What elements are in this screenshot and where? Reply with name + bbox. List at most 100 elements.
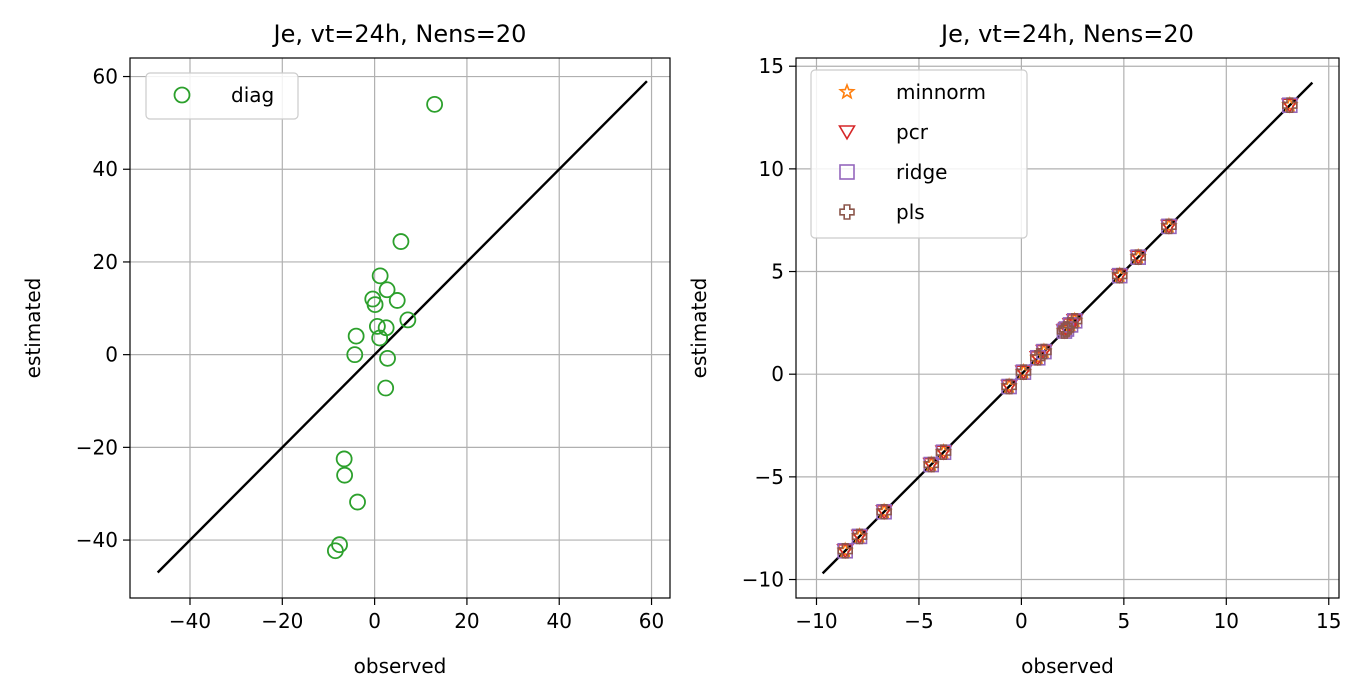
y-tick-label: −5 (755, 465, 784, 489)
x-tick-label: 60 (639, 609, 664, 633)
data-point-pcr (1065, 314, 1084, 330)
x-tick-label: 0 (368, 609, 381, 633)
legend-item-diag: diag (173, 83, 274, 107)
data-point-pls (1036, 343, 1052, 360)
data-point-pcr (1014, 365, 1033, 381)
data-point-pls (876, 503, 892, 520)
data-point-pls (935, 444, 952, 461)
data-point-diag (377, 379, 395, 397)
y-axis: −10 −5 0 5 10 15 (742, 54, 796, 592)
y-tick-label: −40 (76, 528, 118, 552)
legend: diag (145, 72, 299, 120)
legend-box (810, 69, 1028, 239)
legend-marker-minnorm (838, 82, 856, 100)
data-point-pls (1161, 218, 1177, 235)
y-tick-label: 10 (759, 157, 784, 181)
data-point-pls (851, 528, 868, 545)
y-axis-label: estimated (21, 278, 45, 379)
x-axis-label: observed (354, 654, 447, 678)
data-point-pls (1058, 321, 1075, 337)
x-tick-label: −10 (795, 609, 837, 633)
legend: minnorm pcr ridge pls (810, 69, 1028, 239)
data-point-pcr (1057, 322, 1076, 338)
data-point-pls (1062, 317, 1079, 333)
legend-label: minnorm (896, 80, 986, 104)
x-tick-label: 20 (454, 609, 479, 633)
data-point-diag (335, 450, 353, 468)
legend-box (145, 72, 299, 120)
chart-title: Je, vt=24h, Nens=20 (939, 20, 1194, 48)
grid (796, 58, 1339, 598)
data-point-pcr (1000, 379, 1019, 395)
data-point-pcr (922, 457, 941, 473)
data-point-pcr (1129, 250, 1148, 266)
data-point-pcr (934, 445, 953, 461)
data-point-pls (1015, 364, 1032, 380)
y-tick-label: 15 (759, 54, 784, 78)
chart-left: Je, vt=24h, Nens=20 −40 −20 0 20 40 60 −40 −20… (21, 20, 671, 678)
y-axis: −40 −20 0 20 40 60 (76, 65, 130, 552)
data-point-diag (378, 281, 396, 299)
data-point-diag (368, 317, 386, 335)
data-point-pcr (1280, 98, 1299, 114)
data-point-pls (1282, 97, 1298, 114)
y-tick-label: −10 (742, 568, 784, 592)
data-point-pcr (1110, 268, 1129, 284)
legend-item-ridge: ridge (839, 160, 947, 184)
data-point-diag (349, 493, 366, 511)
data-point-diag (371, 267, 389, 285)
data-point-pcr (875, 504, 894, 521)
x-tick-label: 10 (1214, 609, 1239, 633)
y-tick-label: 0 (105, 343, 118, 367)
y-tick-label: 20 (93, 250, 118, 274)
data-point-diag (346, 346, 364, 364)
reference-line (156, 80, 648, 574)
legend-label: pls (896, 200, 925, 224)
data-point-diag (388, 292, 406, 309)
data-point-diag (366, 296, 384, 313)
y-tick-label: −20 (76, 435, 118, 459)
chart-right: Je, vt=24h, Nens=20 −10 −5 0 5 10 15 −10 −5 0 5 1… (687, 20, 1341, 678)
legend-label: ridge (896, 160, 947, 184)
data-point-diag (379, 349, 396, 367)
plot-frame (129, 57, 671, 599)
y-tick-label: 5 (771, 260, 784, 284)
x-axis: −40 −20 0 20 40 60 (169, 598, 664, 633)
data-point-pls (1001, 378, 1017, 395)
legend-marker-pcr (838, 125, 856, 141)
plot-frame (795, 57, 1340, 599)
data-point-diag (399, 311, 417, 329)
x-tick-label: −20 (261, 609, 303, 633)
data-point-pls (923, 456, 940, 473)
y-tick-label: 60 (93, 65, 118, 89)
x-tick-label: −40 (169, 609, 211, 633)
x-tick-label: 5 (1117, 609, 1130, 633)
x-tick-label: −5 (904, 609, 933, 633)
legend-marker-pls (839, 204, 855, 220)
legend-item-pcr: pcr (838, 120, 929, 144)
legend-item-minnorm: minnorm (838, 80, 986, 104)
y-axis-label: estimated (687, 278, 711, 379)
legend-item-pls: pls (839, 200, 925, 224)
y-tick-label: 40 (93, 157, 118, 181)
legend-marker-diag (173, 86, 191, 104)
data-point-diag (326, 542, 344, 560)
data-point-pcr (836, 543, 855, 560)
x-tick-label: 0 (1015, 609, 1028, 633)
chart-title: Je, vt=24h, Nens=20 (272, 20, 527, 48)
x-axis-label: observed (1021, 654, 1114, 678)
data-point-diag (336, 466, 354, 484)
data-point-pls (1066, 313, 1083, 329)
legend-marker-ridge (839, 164, 855, 180)
series-diag (326, 95, 444, 560)
data-point-diag (347, 327, 365, 345)
x-tick-label: 15 (1316, 609, 1341, 633)
data-point-diag (392, 233, 410, 250)
legend-label: diag (231, 83, 274, 107)
y-tick-label: 0 (771, 362, 784, 386)
data-point-pls (1130, 249, 1146, 265)
data-point-diag (371, 329, 389, 347)
identity-line (156, 80, 648, 574)
data-point-pcr (1160, 219, 1178, 235)
